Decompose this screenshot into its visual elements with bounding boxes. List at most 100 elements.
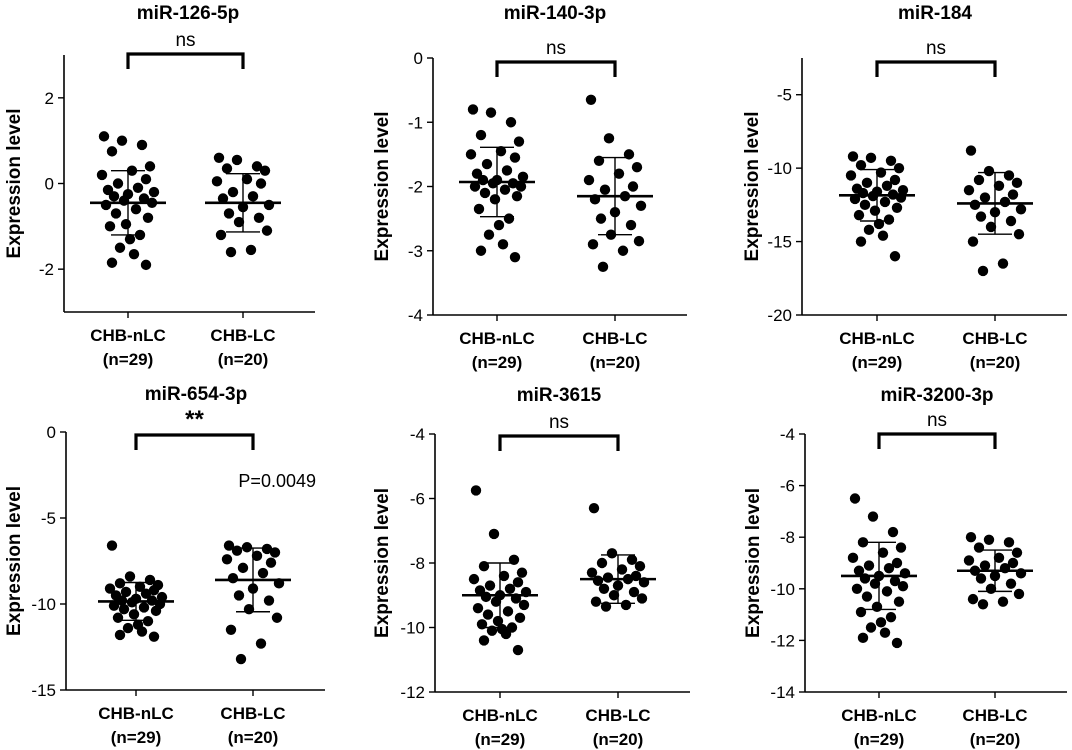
- data-point: [140, 259, 152, 271]
- data-point: [217, 193, 229, 204]
- y-tick-label: -8: [780, 528, 795, 547]
- significance-bracket: [126, 52, 245, 69]
- data-point: [130, 204, 142, 215]
- data-point: [138, 602, 150, 613]
- y-tick-label: -2: [408, 178, 423, 197]
- y-tick-label: -1: [408, 113, 423, 132]
- data-point: [512, 644, 524, 656]
- data-point: [891, 637, 903, 649]
- data-point: [983, 534, 995, 545]
- data-point: [225, 246, 237, 258]
- data-point: [967, 593, 979, 605]
- data-point: [100, 199, 112, 211]
- data-point: [1011, 177, 1023, 189]
- data-point: [997, 258, 1009, 269]
- data-point: [598, 583, 610, 594]
- data-point: [233, 590, 245, 601]
- data-point: [1005, 215, 1017, 227]
- data-point: [627, 181, 639, 192]
- chart-title: miR-126-5p: [137, 3, 239, 24]
- data-point: [122, 622, 134, 634]
- significance-label: **: [185, 406, 204, 433]
- x-tick-label: CHB-nLC: [841, 706, 917, 725]
- data-point: [847, 151, 859, 162]
- data-point: [871, 601, 883, 613]
- significance-bracket: [875, 60, 997, 77]
- y-tick-label: -15: [31, 681, 56, 700]
- data-point: [881, 586, 893, 597]
- data-point: [875, 617, 887, 628]
- data-point: [263, 595, 275, 606]
- data-point: [879, 627, 891, 638]
- data-point: [104, 583, 116, 594]
- data-point: [597, 261, 609, 273]
- x-tick-label: CHB-nLC: [90, 326, 166, 345]
- data-point: [895, 542, 907, 553]
- significance-bracket: [877, 432, 997, 449]
- y-tick-label: -8: [410, 554, 425, 573]
- y-tick-label: -4: [780, 425, 795, 444]
- data-point: [620, 599, 632, 611]
- chart-panel: miR-126-5p Expression level 2 0 -2 CHB-nLC (n=…: [4, 3, 315, 369]
- y-tick-label: 0: [47, 423, 56, 442]
- x-tick-label: CHB-LC: [582, 329, 647, 348]
- data-point: [136, 139, 148, 151]
- data-point: [110, 208, 122, 219]
- data-point: [845, 170, 857, 181]
- data-point: [231, 545, 243, 556]
- significance-bracket: [495, 60, 617, 77]
- data-point: [509, 251, 521, 263]
- data-point: [253, 212, 265, 223]
- data-point: [975, 211, 987, 222]
- data-point: [616, 564, 628, 575]
- significance-bracket: [498, 434, 620, 451]
- data-point: [977, 265, 989, 277]
- data-point: [855, 236, 867, 247]
- y-tick-label: -10: [770, 580, 795, 599]
- data-point: [628, 586, 640, 598]
- data-point: [467, 104, 479, 115]
- x-tick-sample-size: (n=29): [854, 730, 905, 749]
- data-point: [470, 485, 482, 496]
- data-point: [602, 572, 614, 583]
- data-point: [465, 149, 477, 160]
- data-point: [625, 219, 637, 231]
- data-point: [963, 184, 975, 196]
- chart-title: miR-3615: [517, 385, 602, 406]
- significance-label: ns: [546, 38, 566, 59]
- data-point: [136, 626, 148, 637]
- data-point: [150, 605, 162, 617]
- data-point: [513, 136, 525, 147]
- data-point: [485, 107, 497, 118]
- data-point: [855, 160, 867, 171]
- chart-panel: miR-3615 Expression level -4 -6 -8 -10 -12 CHB-…: [372, 385, 690, 749]
- data-point: [263, 199, 275, 211]
- data-point: [1003, 170, 1015, 181]
- data-point: [865, 622, 877, 633]
- data-point: [227, 573, 239, 584]
- data-point: [595, 213, 607, 224]
- y-tick-label: -12: [770, 631, 795, 650]
- chart-panel: miR-654-3p Expression level 0 -5 -10 -15 CHB-n…: [4, 384, 325, 747]
- data-point: [509, 152, 521, 163]
- x-tick-sample-size: (n=29): [472, 353, 523, 372]
- data-point: [106, 540, 118, 551]
- data-point: [488, 528, 500, 540]
- data-point: [588, 502, 600, 514]
- data-point: [120, 586, 132, 598]
- data-point: [979, 560, 991, 571]
- data-point: [867, 511, 879, 522]
- data-point: [480, 591, 492, 603]
- data-point: [583, 174, 595, 186]
- data-point: [857, 632, 869, 644]
- data-point: [599, 184, 611, 195]
- data-point: [221, 554, 233, 565]
- data-point: [1013, 229, 1025, 240]
- data-point: [877, 547, 889, 558]
- data-point: [889, 174, 901, 186]
- data-point: [965, 532, 977, 543]
- data-point: [251, 550, 263, 562]
- data-point: [475, 245, 487, 256]
- data-point: [887, 526, 899, 538]
